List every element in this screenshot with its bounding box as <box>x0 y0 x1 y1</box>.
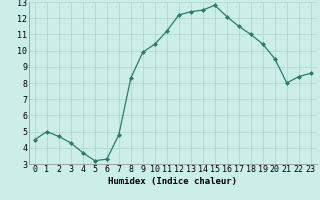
X-axis label: Humidex (Indice chaleur): Humidex (Indice chaleur) <box>108 177 237 186</box>
